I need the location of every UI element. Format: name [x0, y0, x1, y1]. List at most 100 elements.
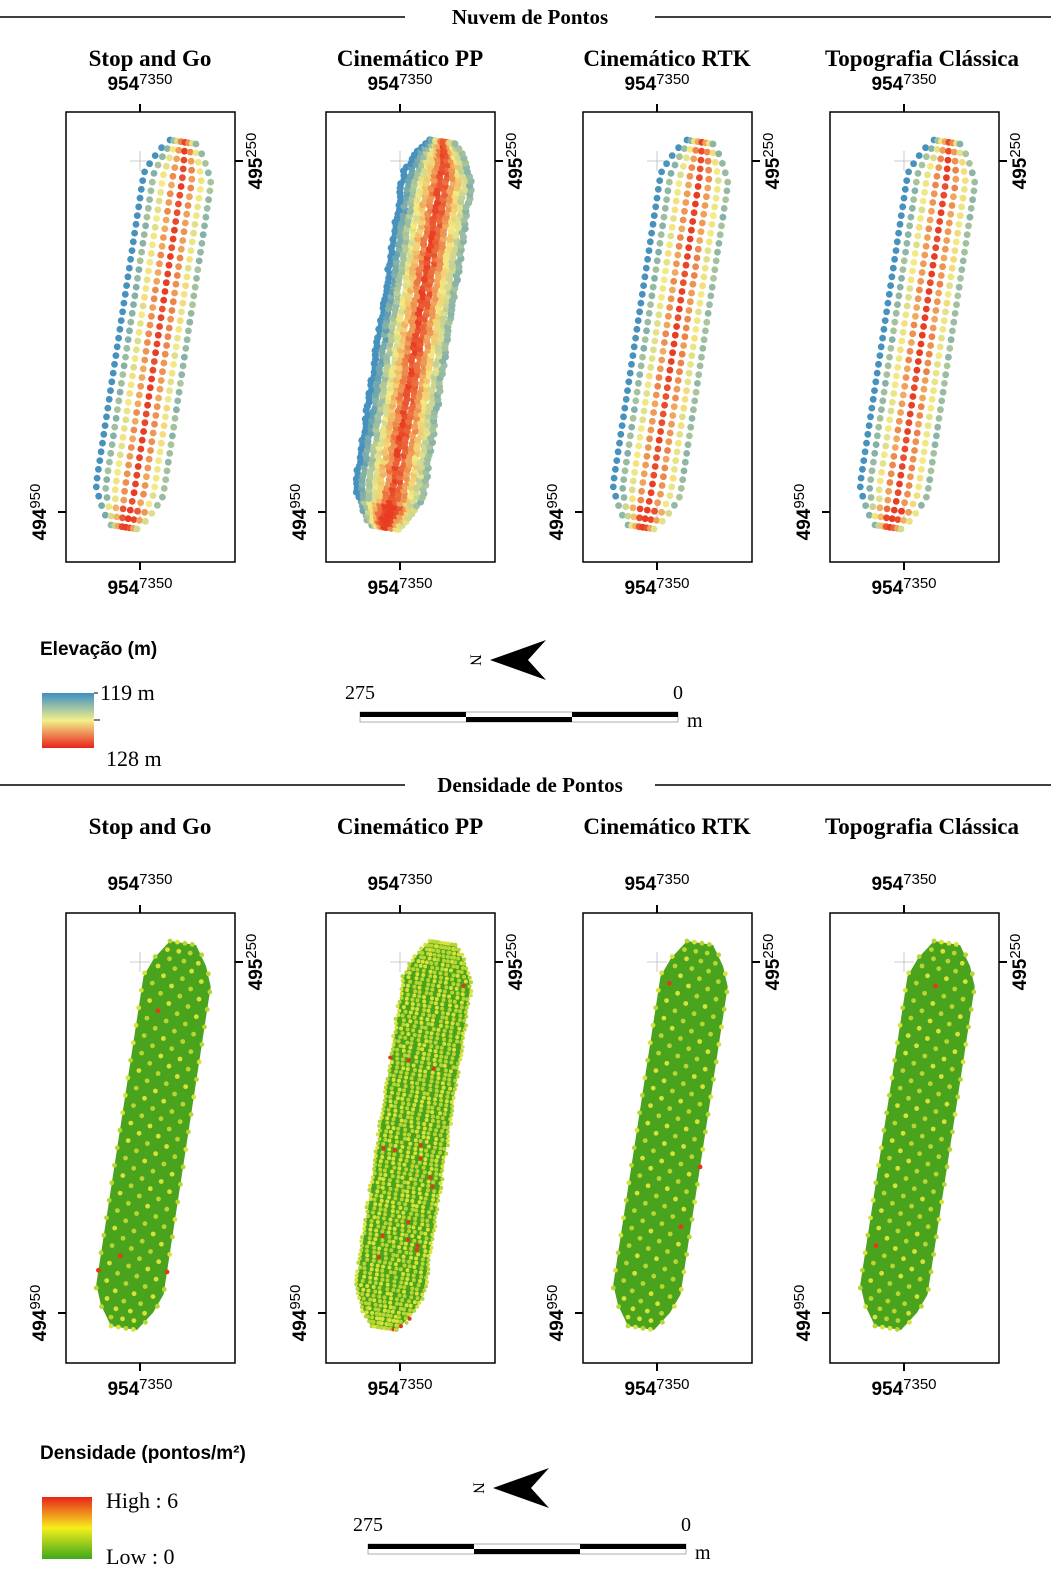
point [136, 392, 143, 399]
coordinate-major: 494 [290, 508, 311, 540]
point [687, 146, 694, 153]
point [113, 514, 120, 521]
point [439, 941, 443, 945]
point [424, 1276, 428, 1280]
point [143, 411, 150, 418]
point [898, 275, 905, 282]
point [449, 1030, 453, 1034]
point [653, 266, 660, 273]
point [714, 249, 721, 256]
point [166, 325, 173, 332]
point [909, 1204, 914, 1209]
point [680, 217, 687, 224]
point [958, 266, 965, 273]
point [439, 971, 443, 975]
point [662, 1016, 667, 1021]
point [378, 1299, 382, 1303]
point [187, 149, 194, 156]
point [169, 370, 176, 377]
point [919, 332, 926, 339]
point [421, 1262, 425, 1266]
point [920, 964, 925, 969]
point [912, 1124, 917, 1129]
point [665, 1124, 670, 1129]
point [644, 453, 651, 460]
point [423, 1127, 427, 1131]
point [390, 1091, 394, 1095]
point [658, 294, 665, 301]
point [637, 506, 644, 513]
point [460, 1049, 464, 1053]
point [390, 1051, 394, 1055]
point [375, 1233, 379, 1237]
point [898, 1086, 903, 1091]
point [622, 1296, 627, 1301]
point [904, 365, 911, 372]
point [884, 1173, 889, 1178]
scale-segment [360, 712, 466, 717]
point [163, 405, 170, 412]
point [112, 486, 119, 493]
point [899, 463, 906, 470]
point [898, 212, 905, 219]
point [708, 1032, 713, 1037]
point [626, 441, 633, 448]
point [928, 208, 935, 215]
point [419, 1143, 423, 1147]
point [420, 1060, 424, 1064]
point [126, 327, 133, 334]
point [156, 1197, 161, 1202]
point [376, 1216, 380, 1220]
point [398, 1075, 402, 1079]
scale-segment [368, 1544, 474, 1549]
point [645, 1309, 650, 1314]
point [452, 973, 456, 977]
point [433, 1102, 437, 1106]
point [388, 1095, 392, 1099]
point [430, 966, 434, 970]
point [204, 205, 211, 212]
point [128, 444, 135, 451]
point [440, 1046, 444, 1050]
point [421, 960, 425, 964]
point [141, 169, 148, 176]
point [94, 475, 101, 482]
point [141, 357, 148, 364]
point [385, 1121, 389, 1125]
point [406, 1028, 410, 1032]
point [624, 387, 631, 394]
point [688, 352, 695, 359]
point [160, 171, 167, 178]
point [422, 1166, 426, 1170]
point [923, 243, 930, 250]
point [922, 991, 927, 996]
point [430, 1202, 434, 1206]
point [394, 1100, 398, 1104]
point [396, 1223, 400, 1227]
point [148, 313, 155, 320]
point [681, 145, 688, 152]
point [378, 1163, 382, 1167]
point [870, 396, 877, 403]
point [154, 502, 161, 509]
point [442, 1038, 446, 1042]
point [915, 1169, 920, 1174]
scale-unit: m [695, 1542, 711, 1564]
point [396, 1289, 400, 1293]
point [363, 1222, 367, 1226]
point [450, 1100, 454, 1104]
point [377, 1295, 381, 1299]
point [456, 957, 460, 961]
point [156, 1071, 161, 1076]
point [920, 323, 927, 330]
point [389, 1292, 393, 1296]
coordinate-major: 954 [107, 578, 139, 599]
point [667, 233, 674, 240]
point [134, 1274, 139, 1279]
point [464, 1023, 468, 1027]
point [437, 984, 441, 988]
point [368, 1271, 372, 1275]
point [429, 1036, 433, 1040]
point [419, 1157, 423, 1161]
point [639, 416, 646, 423]
